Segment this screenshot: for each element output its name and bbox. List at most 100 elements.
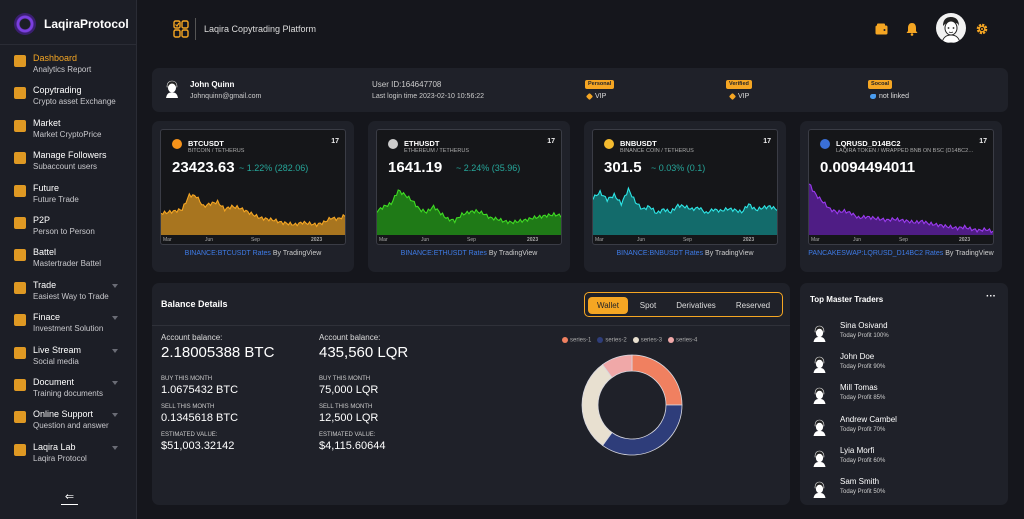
tradingview-rates-link[interactable]: BINANCE:BTCUSDT Rates — [184, 250, 271, 257]
sidebar-item-live-stream[interactable]: Live Stream Social media — [14, 344, 132, 376]
sidebar-item-battel[interactable]: Battel Mastertrader Battel — [14, 246, 132, 278]
chevron-down-icon[interactable] — [112, 348, 118, 353]
brand-name: LaqiraProtocol — [44, 17, 129, 31]
chevron-down-icon[interactable] — [112, 413, 118, 418]
settings-gear-icon[interactable] — [975, 22, 989, 36]
sidebar-item-subtitle: Mastertrader Battel — [33, 259, 102, 269]
sidebar-item-dashboard[interactable]: Dashboard Analytics Report — [14, 52, 132, 84]
brand[interactable]: LaqiraProtocol — [14, 13, 129, 35]
trader-name: Sam Smith — [840, 477, 880, 486]
tradingview-logo-icon[interactable]: 17 — [763, 138, 771, 145]
donut-chart — [581, 354, 683, 456]
sidebar-item-market[interactable]: Market Market CryptoPrice — [14, 117, 132, 149]
chevron-down-icon[interactable] — [112, 445, 118, 450]
trader-profit: Today Profit 85% — [840, 395, 886, 402]
legend-dot — [597, 337, 604, 343]
balance-title: Balance Details — [161, 299, 228, 309]
chart-x-axis: Mar Jun Sep 2023 — [161, 235, 345, 245]
chart-area-fill — [593, 188, 777, 235]
donut-slice-series-1[interactable] — [631, 354, 683, 406]
trader-name: John Doe — [840, 352, 875, 362]
top-master-traders-card: Top Master Traders ··· Sina Osivand Today… — [800, 283, 1008, 505]
ticker-footer: BINANCE:BTCUSDT Rates By TradingView — [152, 250, 354, 257]
diamond-icon — [585, 92, 594, 101]
ticker-card-btcusdt: BTCUSDT BITCOIN / TETHERUS 17 23423.63 ~ 1.2… — [152, 121, 354, 272]
document-icon — [14, 378, 26, 391]
sidebar-item-future[interactable]: Future Future Trade — [14, 182, 132, 214]
tab-wallet[interactable]: Wallet — [588, 297, 628, 314]
social-status[interactable]: not linked — [870, 93, 909, 100]
sidebar-item-subtitle: Crypto asset Exchange — [33, 97, 116, 107]
user-avatar-icon — [166, 80, 178, 98]
notification-bell-icon[interactable] — [906, 22, 918, 36]
sidebar-item-finace[interactable]: Finace Investment Solution — [14, 311, 132, 343]
avatar[interactable] — [936, 13, 966, 43]
ticker-widget[interactable]: ETHUSDT ETHEREUM / TETHERUS 17 1641.19 ~ 2.2… — [376, 129, 562, 245]
chevron-down-icon[interactable] — [112, 380, 118, 385]
sidebar-item-label: Live Stream — [33, 344, 82, 355]
collapse-sidebar-icon[interactable]: ⇐ — [61, 491, 78, 505]
sidebar-item-p2p[interactable]: P2P Person to Person — [14, 214, 132, 246]
sidebar-item-laqira-lab[interactable]: Laqira Lab Laqira Protocol — [14, 441, 132, 473]
sidebar-item-document[interactable]: Document Training documents — [14, 376, 132, 408]
account-balance-label: Account balance: — [319, 333, 381, 342]
twitter-icon — [870, 94, 876, 99]
sidebar-item-label: Laqira Lab — [33, 441, 76, 452]
sidebar-item-label: P2P — [33, 214, 51, 225]
legend-item[interactable]: series-3 — [632, 337, 662, 344]
donut-slice-series-2[interactable] — [602, 404, 683, 456]
legend-dot — [632, 337, 639, 343]
ticker-pair-name: BITCOIN / TETHERUS — [188, 148, 245, 154]
legend-item[interactable]: series-2 — [597, 337, 627, 344]
last-login-time: Last login time 2023-02-10 10:56:22 — [372, 93, 485, 100]
sidebar-item-label: Trade — [33, 279, 57, 290]
legend-item[interactable]: series-4 — [668, 337, 697, 344]
sidebar-nav: Dashboard Analytics Report Copytrading Cryp… — [14, 52, 132, 473]
sidebar-item-online-support[interactable]: Online Support Question and answer — [14, 408, 132, 440]
donut-slice-series-4[interactable] — [602, 354, 633, 379]
hand-icon — [14, 281, 26, 294]
price-area-chart — [377, 189, 561, 235]
tab-spot[interactable]: Spot — [639, 301, 657, 310]
ticker-widget[interactable]: BTCUSDT BITCOIN / TETHERUS 17 23423.63 ~ 1.2… — [160, 129, 346, 245]
trader-avatar-icon — [813, 481, 826, 498]
legend-dot — [668, 337, 675, 343]
tab-reserved[interactable]: Reserved — [735, 301, 771, 310]
menu-grid-icon[interactable] — [173, 20, 189, 38]
sidebar: LaqiraProtocol Dashboard Analytics Report… — [0, 0, 137, 519]
trader-name: Lyia Morfi — [840, 445, 875, 455]
p2p-icon — [14, 216, 26, 229]
legend-dot — [562, 337, 568, 343]
sidebar-item-label: Online Support — [33, 409, 94, 420]
tradingview-logo-icon[interactable]: 17 — [331, 138, 339, 145]
sidebar-item-copytrading[interactable]: Copytrading Crypto asset Exchange — [14, 84, 132, 116]
tradingview-logo-icon[interactable]: 17 — [547, 138, 555, 145]
estimated-value: $51,003.32142 — [161, 440, 235, 452]
more-options-icon[interactable]: ··· — [986, 291, 996, 302]
user-name: John Quinn — [190, 80, 235, 89]
tradingview-rates-link[interactable]: BINANCE:BNBUSDT Rates — [616, 250, 704, 257]
donut-slice-series-3[interactable] — [581, 363, 613, 447]
account-balance-value: 435,560 LQR — [319, 344, 409, 361]
ticker-widget[interactable]: LQRUSD_D14BC2 LAQIRA TOKEN / WRAPPED BNB … — [808, 129, 994, 245]
legend-item[interactable]: series-1 — [562, 337, 591, 344]
estimated-label: ESTIMATED VALUE: — [161, 432, 218, 438]
tradingview-logo-icon[interactable]: 17 — [979, 138, 987, 145]
chevron-down-icon[interactable] — [112, 283, 118, 288]
axis-tick-label: Jun — [637, 237, 646, 243]
tradingview-rates-link[interactable]: BINANCE:ETHUSDT Rates — [400, 250, 487, 257]
chevron-down-icon[interactable] — [112, 316, 118, 321]
price-area-chart — [809, 183, 993, 235]
sell-value: 12,500 LQR — [319, 412, 379, 424]
ticker-footer: PANCAKESWAP:LQRUSD_D14BC2 Rates By Tradi… — [800, 250, 1002, 257]
wallet-icon[interactable] — [875, 23, 888, 35]
user-email: Johnquinn@gmail.com — [190, 93, 262, 100]
sidebar-item-trade[interactable]: Trade Easiest Way to Trade — [14, 279, 132, 311]
axis-tick-label: Jun — [205, 237, 214, 243]
ticker-widget[interactable]: BNBUSDT BINANCE COIN / TETHERUS 17 301.5 ~ 0… — [592, 129, 778, 245]
tradingview-rates-link[interactable]: PANCAKESWAP:LQRUSD_D14BC2 Rates — [808, 250, 944, 257]
sidebar-item-manage-followers[interactable]: Manage Followers Subaccount users — [14, 149, 132, 181]
chart-x-axis: Mar Jun Sep 2023 — [809, 235, 993, 245]
tab-derivatives[interactable]: Derivatives — [676, 301, 716, 310]
diamond-icon — [728, 92, 737, 101]
